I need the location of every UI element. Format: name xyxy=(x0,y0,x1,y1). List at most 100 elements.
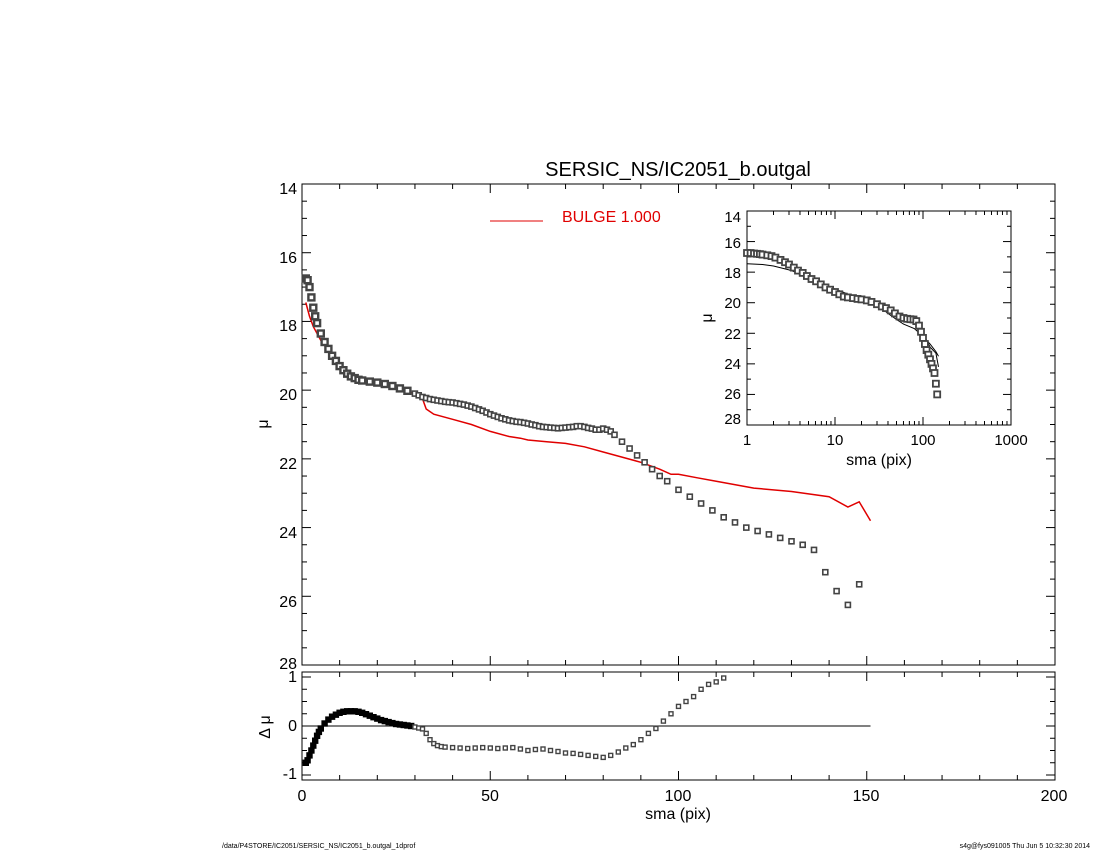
residual-point xyxy=(540,746,546,752)
residual-x-tick-label: 100 xyxy=(665,788,692,805)
data-point xyxy=(765,531,773,538)
residual-point xyxy=(585,752,591,759)
main-y-tick-labels: 14 16 18 20 22 24 26 28 xyxy=(279,181,297,673)
residual-x-axis-label: sma (pix) xyxy=(645,806,711,823)
residual-axis-ticks xyxy=(301,672,1056,780)
inset-data-marks xyxy=(743,249,942,399)
residual-point xyxy=(457,745,463,751)
inset-data-point xyxy=(917,327,925,336)
inset-y-axis-label: μ xyxy=(699,313,716,322)
inset-x-tick-label: 10 xyxy=(827,432,844,449)
residual-y-tick-label: 1 xyxy=(288,669,297,686)
chart-title: SERSIC_NS/IC2051_b.outgal xyxy=(545,159,811,181)
main-y-tick-label: 28 xyxy=(279,656,297,673)
data-point xyxy=(607,428,615,435)
residual-point xyxy=(660,718,667,724)
data-point xyxy=(697,500,705,507)
data-point xyxy=(742,524,750,531)
inset-y-tick-label: 16 xyxy=(724,235,741,252)
main-y-tick-label: 16 xyxy=(279,250,297,267)
inset-data-point xyxy=(932,379,940,388)
residual-point xyxy=(623,745,629,751)
residual-y-tick-labels: 1 0 -1 xyxy=(283,669,297,783)
main-y-tick-label: 14 xyxy=(279,181,297,198)
main-y-tick-label: 18 xyxy=(279,318,297,335)
residual-point xyxy=(419,726,426,732)
data-point xyxy=(380,379,389,389)
inset-y-tick-label: 14 xyxy=(724,209,741,226)
data-point xyxy=(686,493,694,501)
data-point xyxy=(810,546,818,554)
residual-point xyxy=(449,744,456,751)
residual-point xyxy=(577,751,584,758)
main-y-axis-label: μ xyxy=(255,419,272,428)
data-point xyxy=(799,541,807,549)
residual-x-tick-label: 0 xyxy=(298,788,307,805)
data-point xyxy=(403,386,412,395)
data-point xyxy=(855,580,863,588)
residual-point xyxy=(705,681,712,688)
inset-y-tick-label: 28 xyxy=(724,411,741,428)
data-point xyxy=(626,445,633,452)
inset-data-point xyxy=(930,369,939,377)
data-point xyxy=(788,537,795,545)
data-point xyxy=(731,519,739,526)
residual-point xyxy=(608,752,614,759)
residual-point xyxy=(593,753,599,760)
residual-point xyxy=(487,745,493,751)
inset-y-tick-label: 26 xyxy=(724,386,741,403)
data-point xyxy=(373,378,382,387)
residual-point xyxy=(532,746,539,753)
inset-y-tick-label: 24 xyxy=(724,356,741,373)
residual-point xyxy=(698,686,704,692)
main-y-tick-label: 22 xyxy=(279,456,297,473)
residual-point xyxy=(690,693,697,700)
residual-point xyxy=(472,745,478,751)
inset-data-point xyxy=(921,340,929,348)
main-panel: 14 16 18 20 22 24 26 28 μ BULGE 1.000 xyxy=(255,181,1056,673)
residual-y-axis-label: Δ μ xyxy=(257,715,274,738)
residual-point xyxy=(442,744,448,750)
main-y-tick-label: 20 xyxy=(279,387,297,404)
data-point xyxy=(312,318,322,328)
data-point xyxy=(618,438,626,446)
residual-point xyxy=(480,744,486,751)
residual-point xyxy=(525,747,531,754)
inset-plot-frame xyxy=(746,210,1012,426)
residual-point xyxy=(562,750,569,756)
inset-data-point xyxy=(933,390,942,399)
residual-point xyxy=(317,725,324,732)
residual-x-tick-labels: 0 50 100 150 200 xyxy=(298,788,1068,805)
data-point xyxy=(633,452,641,459)
data-point xyxy=(365,377,374,386)
data-point xyxy=(311,312,320,321)
data-point xyxy=(303,276,312,285)
inset-y-tick-label: 18 xyxy=(724,265,741,282)
inset-y-tick-label: 20 xyxy=(724,295,741,312)
inset-y-tick-labels: 14 16 18 20 22 24 26 28 xyxy=(724,209,741,428)
data-point xyxy=(776,534,784,542)
data-point xyxy=(675,486,682,494)
inset-x-axis-label: sma (pix) xyxy=(846,452,912,469)
inset-data-point xyxy=(919,333,927,342)
inset-x-tick-label: 100 xyxy=(910,432,935,449)
residual-point xyxy=(645,730,652,737)
residual-x-tick-label: 200 xyxy=(1041,788,1068,805)
residual-point xyxy=(555,748,561,755)
inset-panel: 14 16 18 20 22 24 26 28 1 10 100 1000 sm… xyxy=(699,209,1028,469)
residual-point xyxy=(517,746,524,752)
residual-point xyxy=(423,730,429,737)
data-point xyxy=(844,601,852,609)
data-point xyxy=(656,472,664,480)
residual-x-tick-label: 50 xyxy=(481,788,499,805)
inset-x-tick-label: 1 xyxy=(743,432,751,449)
data-point xyxy=(388,381,397,391)
residual-point xyxy=(630,741,636,748)
footer-file-path: /data/P4STORE/IC2051/SERSIC_NS/IC2051_b.… xyxy=(222,843,415,850)
residual-point xyxy=(427,737,433,743)
data-point xyxy=(320,337,329,347)
residual-point xyxy=(600,754,606,761)
data-point xyxy=(305,282,314,292)
residual-point xyxy=(321,720,328,727)
